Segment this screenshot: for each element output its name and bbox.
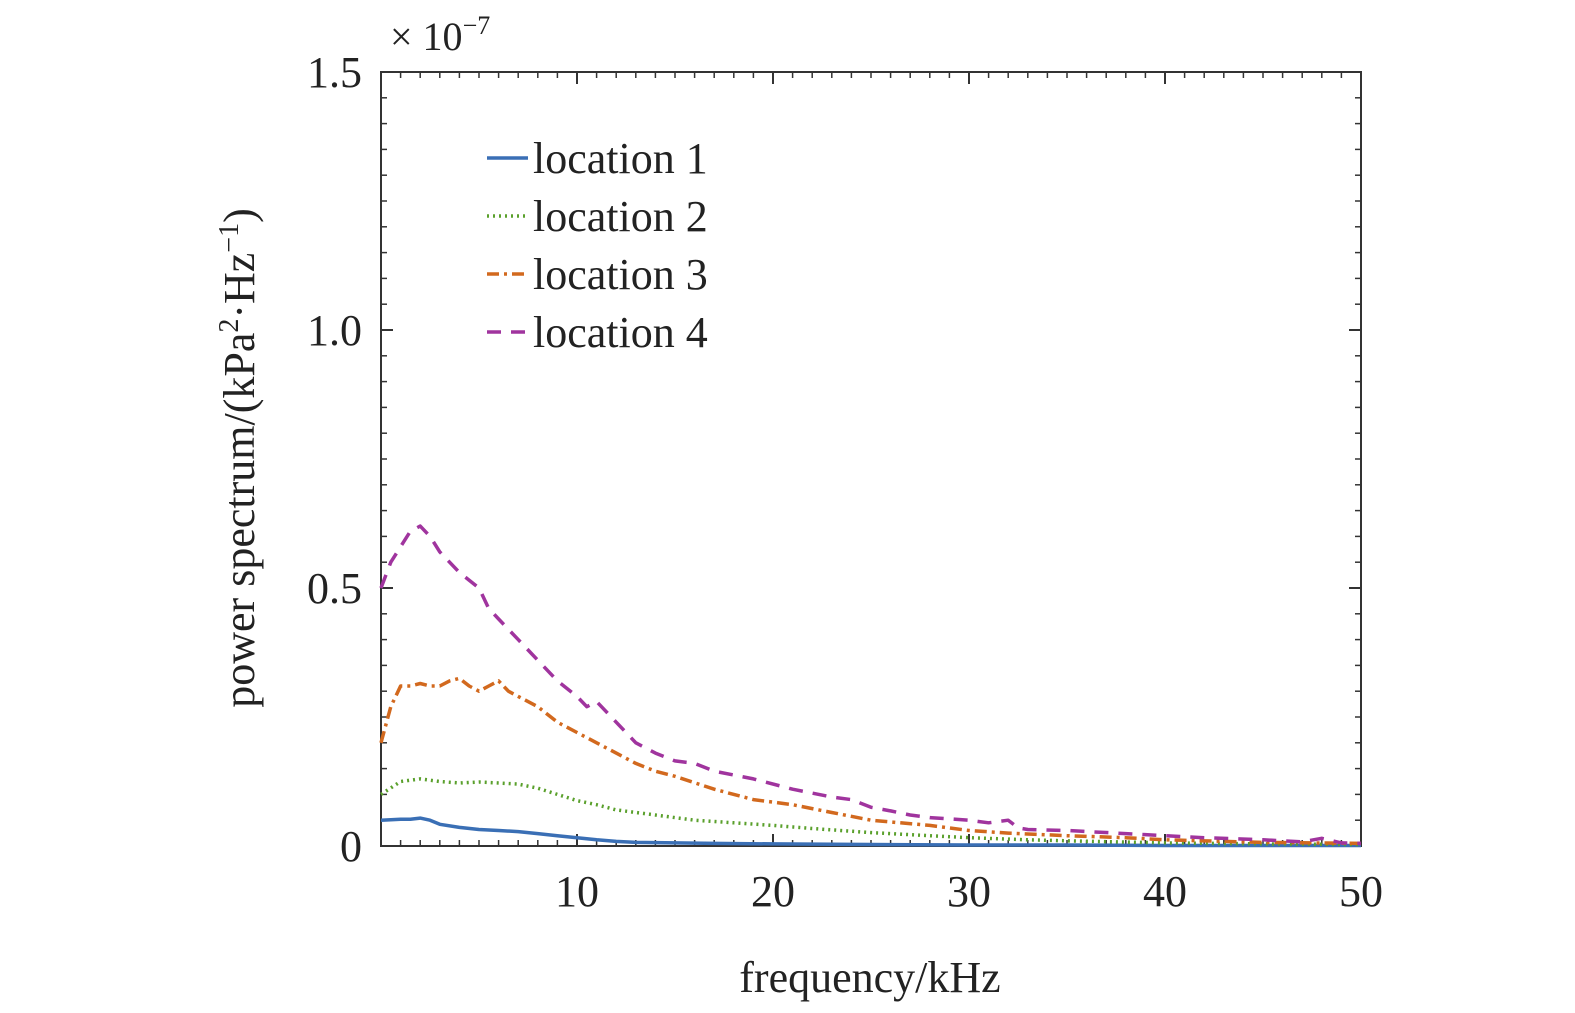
legend-label-location-2: location 2 [533,192,708,241]
y-axis-label-main: power spectrum/(kPa [215,333,264,708]
y-axis-label-sup2: −1 [214,223,245,253]
y-tick-label: 1.0 [307,306,362,355]
series-line-location-4 [379,524,1362,846]
x-tick-label: 50 [1339,867,1383,916]
y-axis-label: power spectrum/(kPa2·Hz−1) [214,208,264,708]
series-lines [379,524,1362,848]
y-tick-label: 0 [340,822,362,871]
y-axis-label-end: ) [215,208,264,223]
axis-tick-labels: 10 20 30 40 50 0 0.5 1.0 1.5 [307,48,1383,916]
series-line-location-3 [379,676,1362,846]
series-line-location-1 [380,816,1361,848]
plot-frame [380,71,1362,847]
x-tick-label: 40 [1143,867,1187,916]
y-axis-label-mid: ·Hz [215,253,264,319]
legend: location 1 location 2 location 3 location 4 [487,134,708,357]
legend-label-location-1: location 1 [533,134,708,183]
x-tick-label: 30 [947,867,991,916]
plot-border [380,71,1362,847]
series-line-location-2 [380,777,1362,847]
y-axis-label-sup1: 2 [214,319,245,333]
legend-label-location-3: location 3 [533,250,708,299]
exponent-base: × 10 [390,14,463,59]
y-tick-label: 0.5 [307,564,362,613]
x-tick-label: 20 [751,867,795,916]
y-tick-label: 1.5 [307,48,362,97]
x-tick-label: 10 [555,867,599,916]
exponent-label: × 10−7 [390,11,490,59]
legend-label-location-4: location 4 [533,308,708,357]
axis-ticks [381,71,1362,847]
exponent-power: −7 [463,11,491,40]
x-axis-label: frequency/kHz [739,953,1000,1002]
